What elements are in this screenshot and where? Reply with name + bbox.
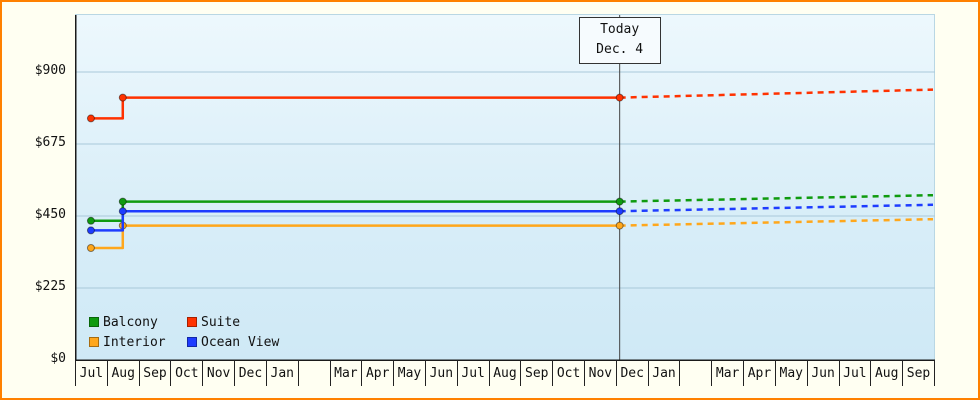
- x-axis-month: Oct: [552, 360, 584, 386]
- chart-canvas: [75, 15, 935, 361]
- series-ocean-view-history-line: [90, 209, 620, 232]
- x-axis-month: May: [393, 360, 425, 386]
- x-axis-month: Jul: [456, 360, 489, 386]
- x-axis-month: Jul: [838, 360, 871, 386]
- x-axis-month: Jan: [265, 360, 298, 386]
- series-suite-forecast-line: [619, 88, 934, 99]
- data-point-marker: [86, 114, 95, 123]
- today-label: Today: [600, 22, 640, 37]
- series-ocean-view-forecast-line: [619, 203, 934, 213]
- x-axis-month: Sep: [902, 360, 935, 386]
- legend-item-balcony: Balcony: [89, 312, 177, 332]
- x-axis-month: Dec: [234, 360, 266, 386]
- today-annotation: Today Dec. 4: [578, 17, 661, 64]
- x-axis-month: Jul: [75, 360, 107, 386]
- legend-label: Suite: [201, 314, 241, 330]
- data-point-marker: [615, 197, 624, 206]
- data-point-marker: [86, 244, 95, 252]
- legend-label: Ocean View: [201, 334, 280, 350]
- legend-item-interior: Interior: [89, 332, 177, 352]
- legend-label: Interior: [103, 334, 166, 350]
- x-axis-month: Aug: [488, 360, 521, 386]
- x-axis-month: Jun: [424, 360, 457, 386]
- series-suite-history-line: [90, 96, 620, 120]
- x-axis-month: Apr: [361, 360, 393, 386]
- x-axis-month: Mar: [711, 360, 743, 386]
- data-point-marker: [615, 207, 624, 216]
- legend-swatch: [89, 337, 99, 347]
- x-axis-month: Dec: [615, 360, 648, 386]
- legend: Balcony Suite Interior Ocean View: [89, 312, 279, 352]
- data-point-marker: [118, 93, 127, 102]
- y-axis-label: $0: [50, 351, 66, 366]
- chart-plot-area: Balcony Suite Interior Ocean View Today Dec…: [75, 14, 935, 361]
- legend-swatch: [187, 337, 197, 347]
- x-axis-month: Oct: [170, 360, 202, 386]
- data-point-marker: [86, 226, 95, 235]
- x-axis-month: Aug: [870, 360, 902, 386]
- x-axis-month: Nov: [584, 360, 616, 386]
- data-point-marker: [86, 216, 95, 225]
- x-axis-month: Sep: [138, 360, 171, 386]
- legend-swatch: [89, 317, 99, 327]
- data-point-marker: [615, 93, 624, 102]
- legend-swatch: [187, 317, 197, 327]
- data-point-marker: [118, 197, 127, 206]
- y-axis-label: $675: [34, 135, 66, 150]
- x-axis-month: Nov: [202, 360, 234, 386]
- x-axis-month: [679, 360, 711, 386]
- x-axis: Jul Aug Sep Oct Nov Dec Jan Mar Apr May Jun Jul Aug S…: [75, 360, 935, 386]
- legend-label: Balcony: [103, 314, 158, 330]
- x-axis-month: Jun: [806, 360, 839, 386]
- series-interior-forecast-line: [619, 217, 934, 227]
- x-axis-month: Jan: [647, 360, 680, 386]
- x-axis-month: [297, 360, 330, 386]
- x-axis-month: Apr: [743, 360, 775, 386]
- y-axis: $0 $225 $450 $675 $900: [2, 14, 68, 366]
- x-axis-month: Sep: [520, 360, 552, 386]
- series-balcony-forecast-line: [619, 193, 934, 203]
- today-date: Dec. 4: [596, 42, 644, 57]
- legend-item-suite: Suite: [187, 312, 279, 332]
- data-point-marker: [118, 207, 127, 216]
- legend-item-ocean-view: Ocean View: [187, 332, 279, 352]
- y-axis-label: $450: [34, 207, 66, 222]
- y-axis-label: $900: [34, 63, 66, 78]
- y-axis-label: $225: [34, 279, 66, 294]
- x-axis-month: Mar: [329, 360, 362, 386]
- data-point-marker: [615, 221, 624, 230]
- x-axis-month: May: [774, 360, 807, 386]
- x-axis-month: Aug: [106, 360, 139, 386]
- series-interior-history-line: [90, 224, 620, 250]
